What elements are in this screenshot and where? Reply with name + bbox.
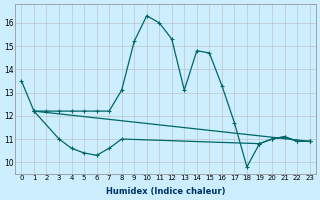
X-axis label: Humidex (Indice chaleur): Humidex (Indice chaleur): [106, 187, 225, 196]
